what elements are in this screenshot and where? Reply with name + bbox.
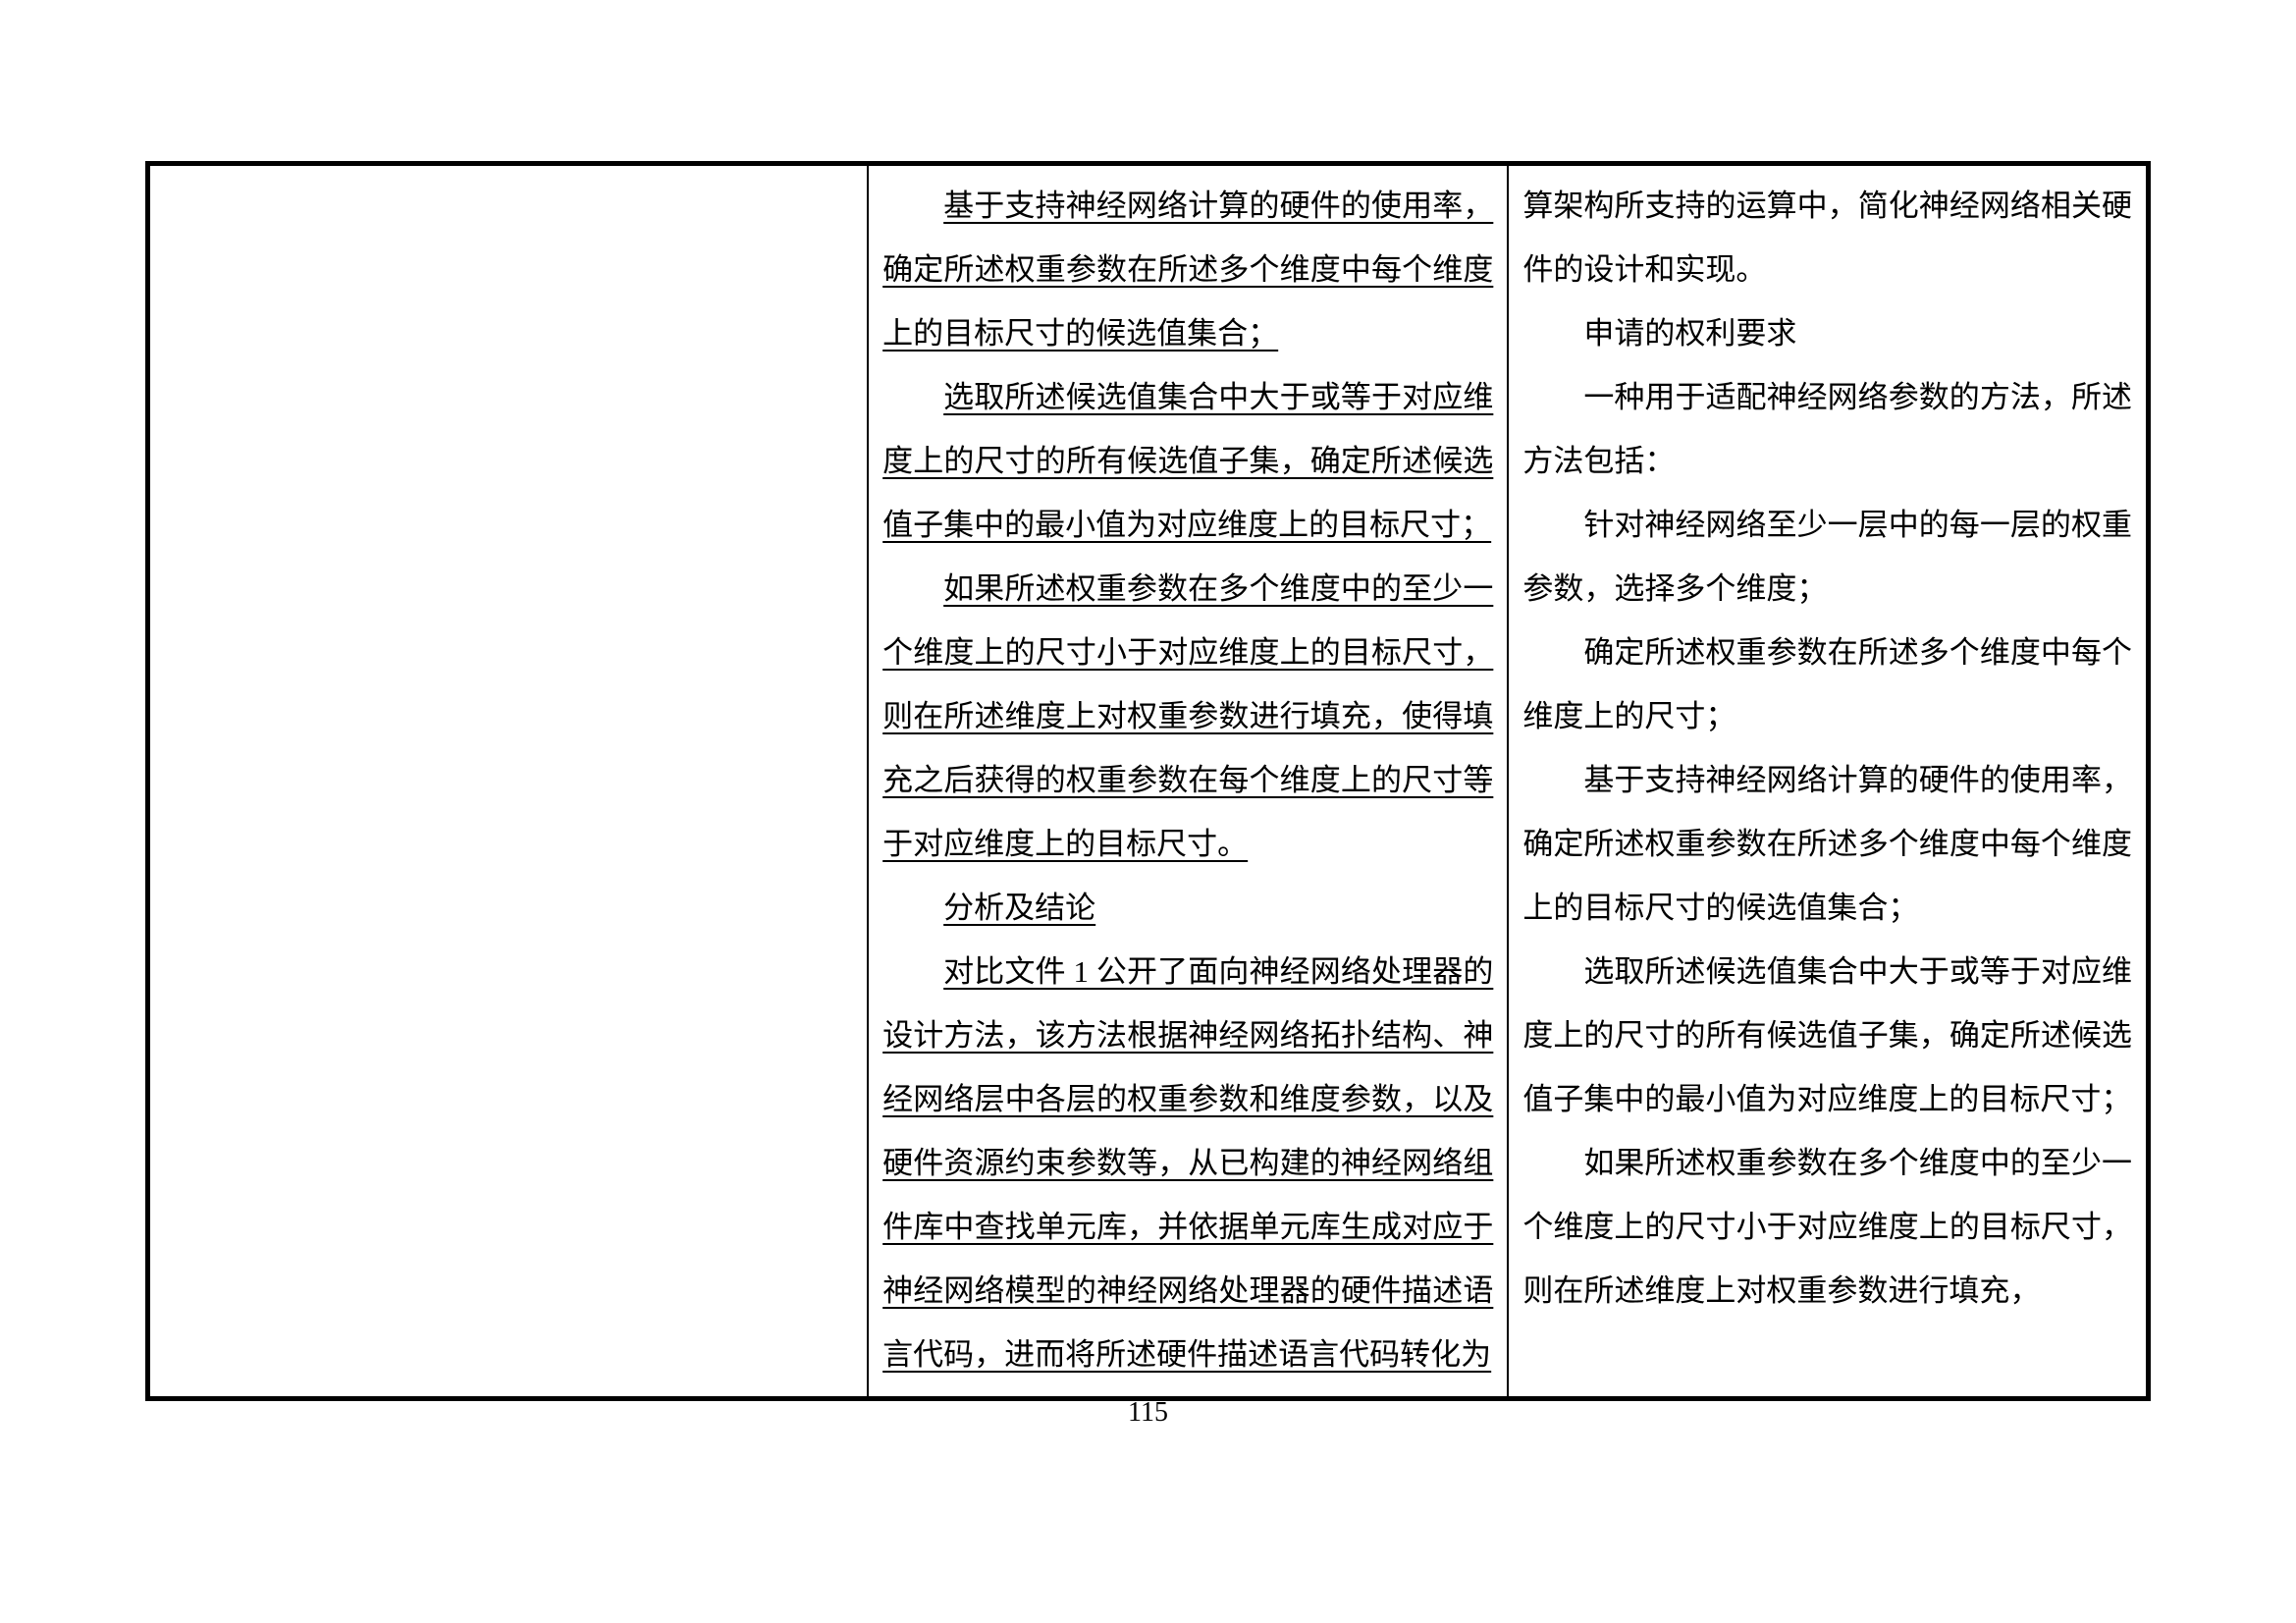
- right-para-2: 申请的权利要求: [1522, 301, 2132, 365]
- column-middle: 基于支持神经网络计算的硬件的使用率，确定所述权重参数在所述多个维度中每个维度上的…: [868, 164, 1508, 1399]
- right-para-8: 如果所述权重参数在多个维度中的至少一个维度上的尺寸小于对应维度上的目标尺寸，则在…: [1522, 1131, 2132, 1323]
- mid-para-3: 如果所述权重参数在多个维度中的至少一个维度上的尺寸小于对应维度上的目标尺寸，则在…: [882, 571, 1493, 861]
- column-left: [148, 164, 869, 1399]
- right-para-1: 算架构所支持的运算中，简化神经网络相关硬件的设计和实现。: [1522, 174, 2132, 301]
- mid-para-1: 基于支持神经网络计算的硬件的使用率，确定所述权重参数在所述多个维度中每个维度上的…: [882, 189, 1493, 351]
- right-para-5: 确定所述权重参数在所述多个维度中每个维度上的尺寸；: [1522, 621, 2132, 748]
- middle-cell-content: 基于支持神经网络计算的硬件的使用率，确定所述权重参数在所述多个维度中每个维度上的…: [869, 166, 1507, 1396]
- right-cell-content: 算架构所支持的运算中，简化神经网络相关硬件的设计和实现。 申请的权利要求 一种用…: [1509, 166, 2146, 1332]
- right-para-4: 针对神经网络至少一层中的每一层的权重参数，选择多个维度；: [1522, 493, 2132, 621]
- table-row: 基于支持神经网络计算的硬件的使用率，确定所述权重参数在所述多个维度中每个维度上的…: [148, 164, 2149, 1399]
- mid-para-2: 选取所述候选值集合中大于或等于对应维度上的尺寸的所有候选值子集，确定所述候选值子…: [882, 380, 1493, 542]
- document-page: 基于支持神经网络计算的硬件的使用率，确定所述权重参数在所述多个维度中每个维度上的…: [0, 0, 2296, 1401]
- left-cell-content: [150, 166, 867, 184]
- mid-para-5: 对比文件 1 公开了面向神经网络处理器的设计方法，该方法根据神经网络拓扑结构、神…: [882, 954, 1493, 1372]
- right-para-3: 一种用于适配神经网络参数的方法，所述方法包括：: [1522, 365, 2132, 493]
- right-para-7: 选取所述候选值集合中大于或等于对应维度上的尺寸的所有候选值子集，确定所述候选值子…: [1522, 940, 2132, 1131]
- mid-para-4: 分析及结论: [943, 891, 1095, 925]
- page-number: 115: [0, 1397, 2296, 1429]
- content-table: 基于支持神经网络计算的硬件的使用率，确定所述权重参数在所述多个维度中每个维度上的…: [145, 161, 2151, 1401]
- column-right: 算架构所支持的运算中，简化神经网络相关硬件的设计和实现。 申请的权利要求 一种用…: [1508, 164, 2148, 1399]
- right-para-6: 基于支持神经网络计算的硬件的使用率，确定所述权重参数在所述多个维度中每个维度上的…: [1522, 748, 2132, 940]
